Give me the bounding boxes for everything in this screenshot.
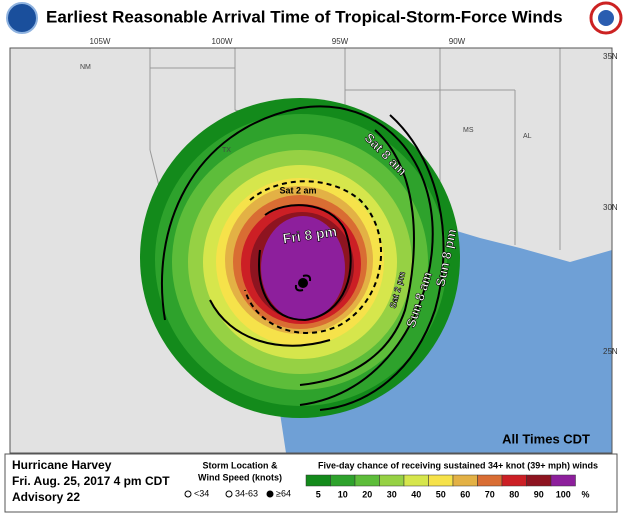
probability-legend-title: Five-day chance of receiving sustained 3… (318, 460, 598, 470)
storm-legend-title: Wind Speed (knots) (198, 472, 282, 482)
scale-swatch (526, 474, 552, 487)
scale-swatch (305, 474, 331, 487)
map-frame (9, 47, 613, 454)
longitude-labels: 105W 100W 95W 90W (90, 37, 466, 46)
border-line (234, 48, 515, 91)
contour (258, 204, 352, 322)
storm-icon (184, 490, 192, 498)
latitude-labels: 35N 30N 25N (603, 52, 618, 356)
scale-label: 60 (460, 489, 470, 499)
state-label: TX (222, 147, 231, 154)
map: Sat 8 am Sat 2 am Fri 8 pm Sat 2 pm Sun … (9, 37, 618, 454)
contour (161, 105, 434, 406)
noaa-logo (6, 2, 38, 34)
scale-swatch (452, 474, 478, 487)
contour (209, 299, 331, 347)
arrival-contours (161, 105, 445, 411)
scale-swatch (501, 474, 527, 487)
scale-swatch (330, 474, 356, 487)
nws-logo-center (598, 10, 614, 26)
contour (319, 114, 445, 411)
latitude-label: 25N (603, 347, 618, 356)
scale-swatch (403, 474, 429, 487)
storm-legend-item: <34 (194, 488, 209, 498)
scale-unit: % (582, 489, 590, 499)
issued-time: Fri. Aug. 25, 2017 4 pm CDT (12, 474, 170, 488)
arrival-label: Sat 2 am (279, 185, 316, 195)
storm-name: Hurricane Harvey (12, 458, 112, 472)
title: Earliest Reasonable Arrival Time of Trop… (46, 7, 563, 26)
longitude-label: 95W (332, 37, 349, 46)
scale-label: 100 (556, 489, 571, 499)
probability-scale: 5 10 20 30 40 50 60 70 80 90 100% (305, 474, 590, 499)
longitude-label: 90W (449, 37, 466, 46)
scale-label: 50 (436, 489, 446, 499)
scale-swatch (428, 474, 454, 487)
storm-symbol (298, 278, 308, 288)
scale-label: 70 (485, 489, 495, 499)
state-label: AL (523, 133, 532, 140)
contour (244, 180, 382, 334)
advisory: Advisory 22 (12, 490, 80, 504)
state-labels: NM TX MS AL (80, 64, 532, 154)
storm-legend-title: Storm Location & (202, 460, 278, 470)
latitude-label: 35N (603, 52, 618, 61)
storm-symbol-arms (294, 274, 312, 292)
longitude-label: 105W (90, 37, 111, 46)
state-label: MS (463, 127, 474, 134)
scale-swatch (477, 474, 503, 487)
scale-label: 80 (509, 489, 519, 499)
scale-swatch (354, 474, 380, 487)
scale-label: 90 (534, 489, 544, 499)
scale-label: 30 (387, 489, 397, 499)
scale-label: 10 (338, 489, 348, 499)
probability-ring (261, 216, 345, 320)
scale-label: 5 (316, 489, 321, 499)
scale-swatch (379, 474, 405, 487)
probability-rings (140, 98, 460, 418)
scale-swatch (550, 474, 576, 487)
longitude-label: 100W (212, 37, 233, 46)
storm-legend-item: 34-63 (235, 488, 258, 498)
scale-label: 20 (362, 489, 372, 499)
storm-legend-item: ≥64 (276, 488, 291, 498)
time-zone-note: All Times CDT (502, 431, 590, 446)
scale-label: 40 (411, 489, 421, 499)
state-label: NM (80, 64, 91, 71)
contour (299, 129, 415, 386)
storm-icon (266, 490, 274, 498)
storm-icon (225, 490, 233, 498)
latitude-label: 30N (603, 203, 618, 212)
